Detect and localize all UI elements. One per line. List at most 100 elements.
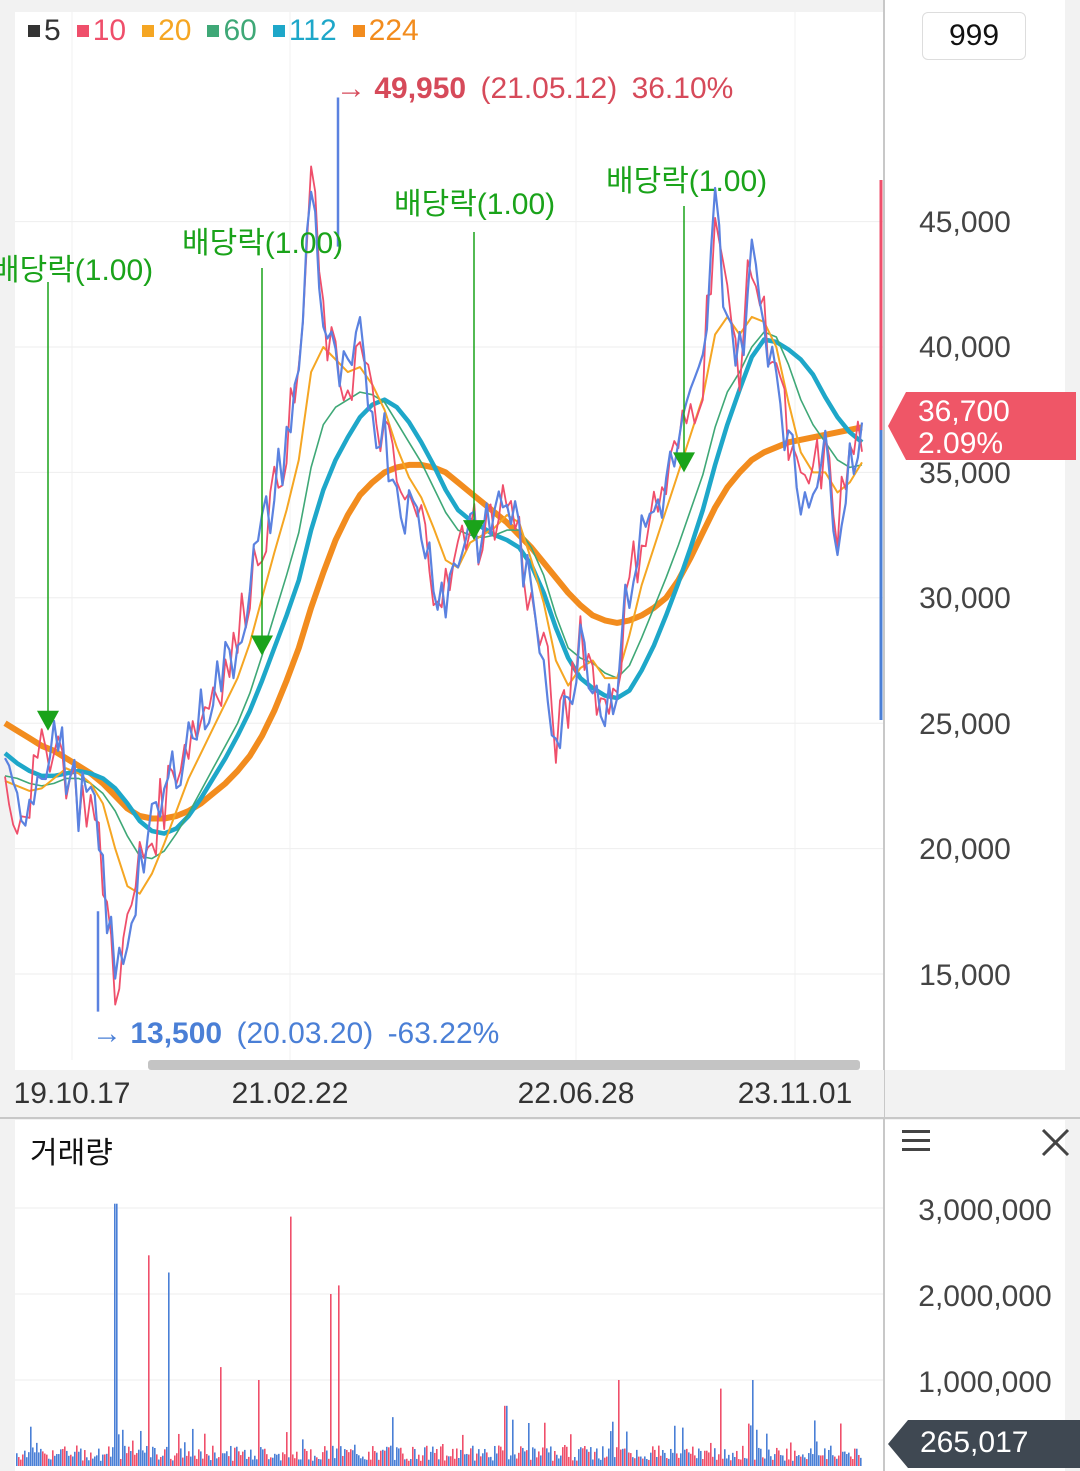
volume-bar — [434, 1452, 436, 1466]
volume-bar — [788, 1459, 790, 1466]
volume-bar — [492, 1460, 494, 1466]
high-date: (21.05.12) — [480, 72, 617, 105]
volume-bar — [94, 1456, 96, 1466]
volume-bar — [436, 1449, 438, 1466]
volume-bar — [822, 1455, 824, 1466]
volume-bar — [98, 1448, 100, 1466]
volume-bar — [820, 1455, 822, 1466]
volume-bar — [790, 1442, 792, 1466]
volume-bar — [180, 1448, 182, 1466]
volume-bar — [74, 1451, 76, 1466]
volume-bar — [264, 1448, 266, 1466]
volume-bar — [760, 1448, 762, 1466]
volume-bar — [398, 1448, 400, 1466]
volume-bar — [558, 1458, 560, 1466]
volume-bar — [602, 1446, 604, 1466]
volume-bar — [38, 1452, 40, 1466]
volume-bar — [342, 1455, 344, 1466]
volume-bar — [576, 1460, 578, 1466]
legend-item-224[interactable]: 224 — [352, 14, 419, 48]
volume-bar — [184, 1442, 186, 1466]
volume-bar — [460, 1449, 462, 1466]
volume-bar — [450, 1456, 452, 1466]
period-button[interactable]: 999 — [922, 12, 1026, 60]
volume-bar — [700, 1450, 702, 1466]
legend-item-5[interactable]: 5 — [28, 14, 61, 48]
volume-panel — [15, 1120, 883, 1471]
volume-bar — [792, 1460, 794, 1466]
legend-swatch — [28, 25, 40, 37]
volume-bar — [756, 1429, 758, 1466]
volume-bar — [44, 1453, 46, 1466]
volume-bar — [160, 1456, 162, 1466]
volume-bar — [448, 1456, 450, 1466]
volume-bar — [648, 1459, 650, 1466]
volume-bar — [714, 1448, 716, 1466]
volume-bar — [326, 1450, 328, 1466]
volume-bar — [58, 1454, 60, 1466]
menu-icon[interactable] — [902, 1130, 930, 1154]
volume-bar — [142, 1450, 144, 1466]
volume-bar — [552, 1460, 554, 1466]
volume-bar — [364, 1459, 366, 1466]
scrollbar[interactable] — [148, 1060, 860, 1070]
volume-bar — [768, 1449, 770, 1466]
ma-legend: 5 10 20 60 112 224 — [28, 14, 419, 48]
volume-bar — [338, 1285, 340, 1466]
volume-bar — [400, 1447, 402, 1466]
volume-bar — [266, 1454, 268, 1466]
volume-bar — [818, 1455, 820, 1466]
volume-bar — [544, 1422, 546, 1466]
volume-bar — [736, 1450, 738, 1466]
volume-bar — [300, 1459, 302, 1466]
volume-bar — [292, 1454, 294, 1466]
volume-bar — [302, 1439, 304, 1466]
volume-bar — [82, 1460, 84, 1466]
volume-bar — [530, 1459, 532, 1466]
volume-bar — [128, 1446, 130, 1466]
dividend-marker — [251, 635, 273, 656]
volume-bar — [222, 1453, 224, 1466]
volume-bar — [288, 1457, 290, 1466]
volume-bar — [732, 1452, 734, 1466]
volume-bar — [652, 1446, 654, 1466]
volume-bar — [290, 1216, 292, 1466]
volume-bar — [152, 1446, 154, 1466]
volume-bar — [252, 1459, 254, 1466]
legend-label: 5 — [44, 14, 61, 47]
legend-item-10[interactable]: 10 — [76, 14, 126, 48]
volume-bar — [840, 1423, 842, 1466]
dividend-marker — [673, 452, 695, 473]
volume-bar — [578, 1449, 580, 1466]
volume-bar — [402, 1453, 404, 1466]
volume-bar — [662, 1450, 664, 1466]
volume-bar — [746, 1458, 748, 1466]
legend-item-20[interactable]: 20 — [142, 14, 191, 48]
legend-item-60[interactable]: 60 — [207, 14, 257, 48]
volume-tick: 1,000,000 — [918, 1366, 1051, 1399]
volume-bar — [844, 1451, 846, 1466]
legend-swatch — [272, 25, 285, 37]
low-date: (20.03.20) — [236, 1017, 373, 1050]
legend-item-112[interactable]: 112 — [272, 14, 337, 48]
volume-bar — [502, 1450, 504, 1466]
volume-bar — [658, 1445, 660, 1466]
high-change: 36.10% — [632, 72, 734, 105]
close-icon[interactable] — [1041, 1128, 1070, 1157]
volume-bar — [24, 1450, 26, 1466]
volume-bar — [306, 1451, 308, 1466]
volume-bar — [410, 1458, 412, 1466]
volume-bar — [628, 1452, 630, 1466]
volume-bar — [112, 1447, 114, 1466]
volume-bar — [698, 1448, 700, 1466]
volume-bar — [90, 1452, 92, 1466]
volume-bar — [804, 1457, 806, 1466]
volume-bar — [776, 1447, 778, 1466]
volume-bar — [738, 1459, 740, 1466]
volume-bar — [308, 1459, 310, 1466]
volume-bar — [622, 1448, 624, 1466]
volume-bar — [618, 1380, 620, 1466]
volume-bar — [92, 1458, 94, 1466]
volume-bar — [588, 1451, 590, 1466]
